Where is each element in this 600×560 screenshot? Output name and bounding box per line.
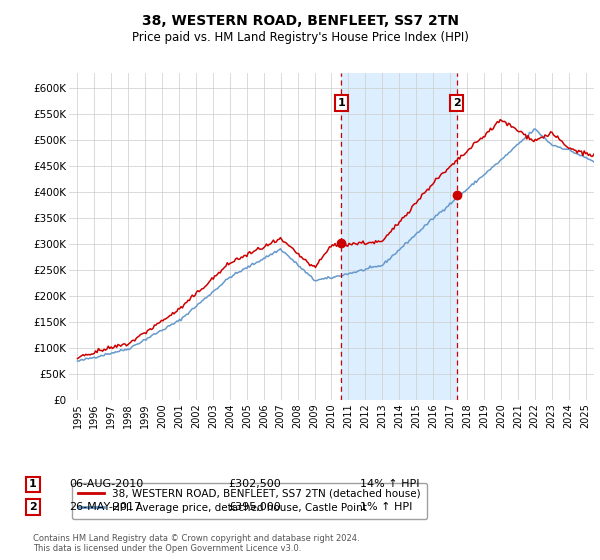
Text: Contains HM Land Registry data © Crown copyright and database right 2024.
This d: Contains HM Land Registry data © Crown c… <box>33 534 359 553</box>
Bar <box>341 73 457 400</box>
Text: 1: 1 <box>29 479 37 489</box>
Text: 1: 1 <box>338 98 346 108</box>
Text: 26-MAY-2017: 26-MAY-2017 <box>69 502 141 512</box>
Text: £302,500: £302,500 <box>228 479 281 489</box>
Text: £395,000: £395,000 <box>228 502 281 512</box>
Text: 06-AUG-2010: 06-AUG-2010 <box>69 479 143 489</box>
Text: 2: 2 <box>29 502 37 512</box>
Text: 2: 2 <box>453 98 461 108</box>
Text: 14% ↑ HPI: 14% ↑ HPI <box>360 479 419 489</box>
Text: 1% ↑ HPI: 1% ↑ HPI <box>360 502 412 512</box>
Text: Price paid vs. HM Land Registry's House Price Index (HPI): Price paid vs. HM Land Registry's House … <box>131 31 469 44</box>
Legend: 38, WESTERN ROAD, BENFLEET, SS7 2TN (detached house), HPI: Average price, detach: 38, WESTERN ROAD, BENFLEET, SS7 2TN (det… <box>71 483 427 519</box>
Text: 38, WESTERN ROAD, BENFLEET, SS7 2TN: 38, WESTERN ROAD, BENFLEET, SS7 2TN <box>142 14 458 28</box>
